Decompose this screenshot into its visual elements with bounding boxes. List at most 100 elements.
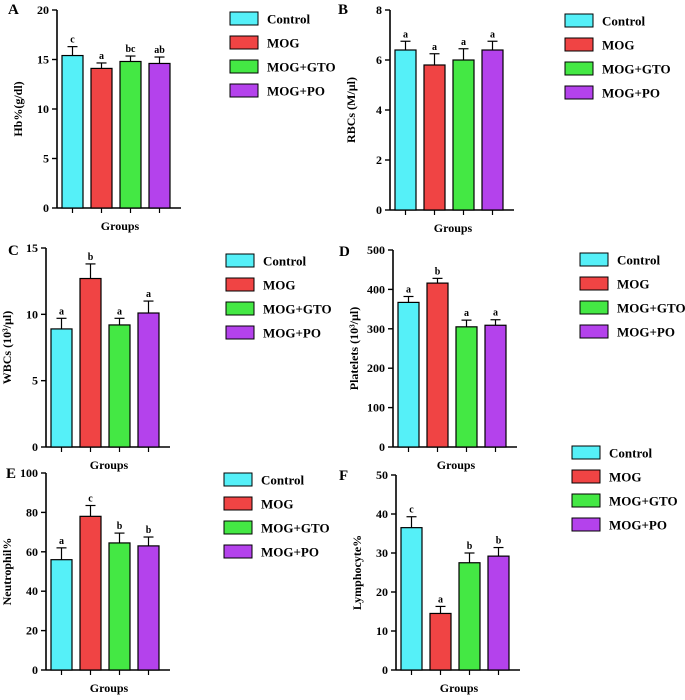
y-tick-label: 20 xyxy=(26,624,38,638)
y-tick-label: 40 xyxy=(26,584,38,598)
legend-label: MOG+PO xyxy=(609,518,667,533)
legend-swatch-mog xyxy=(225,277,255,292)
legend-swatch-mog-po xyxy=(579,324,609,339)
legend-label: MOG+GTO xyxy=(617,301,685,316)
legend-swatch-mog xyxy=(564,37,594,52)
legend-swatch-mog-gto xyxy=(225,301,255,316)
significance-letter: a xyxy=(59,536,64,547)
panel-letter-C: C xyxy=(8,243,19,259)
bar-B-mog xyxy=(423,64,446,211)
legend-label: Control xyxy=(267,12,310,27)
legend-swatch-mog-gto xyxy=(564,61,594,76)
y-tick-label: 500 xyxy=(367,243,385,257)
significance-letter: a xyxy=(432,42,437,53)
y-tick-label: 200 xyxy=(367,361,385,375)
legend-label: MOG+PO xyxy=(617,325,675,340)
y-tick-label: 0 xyxy=(32,440,38,454)
bar-E-mog-gto xyxy=(108,542,131,671)
bar-B-mog-gto xyxy=(452,59,475,211)
bar-D-mog xyxy=(426,282,449,448)
x-axis-label-B: Groups xyxy=(434,221,473,235)
legend-label: MOG+PO xyxy=(602,86,660,101)
significance-letter: a xyxy=(117,306,122,317)
bar-F-mog-po xyxy=(487,555,510,671)
legend-label: MOG+GTO xyxy=(263,302,332,317)
bar-E-control xyxy=(50,559,73,671)
legend-label: Control xyxy=(602,14,645,29)
significance-letter: a xyxy=(438,594,443,605)
y-tick-label: 15 xyxy=(26,241,38,255)
legend-label: MOG+PO xyxy=(267,84,325,99)
legend-swatch-mog-gto xyxy=(571,493,601,508)
legend-swatch-mog-po xyxy=(571,517,601,532)
legend-swatch-mog xyxy=(229,35,259,50)
significance-letter: b xyxy=(146,525,152,536)
significance-letter: b xyxy=(435,266,441,277)
legend-label: Control xyxy=(261,473,304,488)
legend-swatch-mog-po xyxy=(229,83,259,98)
bar-C-control xyxy=(50,328,73,448)
legend-swatch-control xyxy=(229,11,259,26)
legend-swatch-mog xyxy=(223,496,253,511)
y-tick-label: 4 xyxy=(376,103,382,117)
significance-letter: a xyxy=(464,308,469,319)
panel-letter-B: B xyxy=(338,2,348,18)
legend-label: MOG+GTO xyxy=(602,62,671,77)
significance-letter: c xyxy=(409,505,414,516)
significance-letter: b xyxy=(496,536,502,547)
bar-B-mog-po xyxy=(481,49,504,211)
x-axis-label-E: Groups xyxy=(90,681,129,695)
significance-letter: b xyxy=(117,521,123,532)
bar-E-mog-po xyxy=(137,545,160,671)
y-tick-label: 6 xyxy=(376,53,382,67)
y-tick-label: 0 xyxy=(32,663,38,677)
legend-swatch-mog-po xyxy=(223,544,253,559)
legend-swatch-mog-gto xyxy=(229,59,259,74)
y-axis-label-C: WBCs (10³/µl) xyxy=(0,311,14,385)
bar-B-control xyxy=(394,49,417,211)
legend-swatch-mog-gto xyxy=(223,520,253,535)
bar-A-mog-gto xyxy=(119,60,142,209)
bar-C-mog-gto xyxy=(108,324,131,448)
bar-A-mog xyxy=(90,67,113,209)
significance-letter: a xyxy=(99,51,104,62)
significance-letter: a xyxy=(406,284,411,295)
panel-letter-A: A xyxy=(8,2,19,18)
bar-D-mog-po xyxy=(484,324,507,448)
legend-label: MOG xyxy=(261,497,294,512)
legend-label: MOG xyxy=(267,36,300,51)
bar-A-control xyxy=(61,54,84,209)
y-axis-label-B: RBCs (M/µl) xyxy=(344,77,358,143)
bar-A-mog-po xyxy=(148,62,171,209)
panel-letter-F: F xyxy=(339,468,348,484)
significance-letter: a xyxy=(403,29,408,40)
y-tick-label: 0 xyxy=(379,440,385,454)
legend-label: MOG xyxy=(602,38,635,53)
y-tick-label: 60 xyxy=(26,545,38,559)
legend-swatch-mog-po xyxy=(564,85,594,100)
legend-swatch-control xyxy=(223,472,253,487)
y-tick-label: 300 xyxy=(367,322,385,336)
y-tick-label: 5 xyxy=(43,152,49,166)
bar-D-mog-gto xyxy=(455,326,478,448)
y-tick-label: 20 xyxy=(37,3,49,17)
legend-label: MOG+PO xyxy=(261,545,319,560)
bar-C-mog-po xyxy=(137,312,160,448)
bar-F-control xyxy=(400,527,423,671)
legend-label: MOG+GTO xyxy=(261,521,330,536)
legend-swatch-mog-po xyxy=(225,325,255,340)
legend-swatch-control xyxy=(571,445,601,460)
y-tick-label: 0 xyxy=(382,663,388,677)
y-tick-label: 10 xyxy=(376,624,388,638)
bar-F-mog xyxy=(429,612,452,671)
y-axis-label-D: Platelets (10³/µl) xyxy=(347,307,361,390)
y-tick-label: 100 xyxy=(20,466,38,480)
legend-label: MOG xyxy=(263,278,296,293)
legend-label: MOG+GTO xyxy=(267,60,336,75)
y-axis-label-A: Hb%(g/dl) xyxy=(11,81,25,136)
panel-letter-D: D xyxy=(339,244,350,260)
y-tick-label: 10 xyxy=(37,102,49,116)
significance-letter: bc xyxy=(126,44,137,55)
y-axis-label-E: Neutrophil% xyxy=(0,538,14,606)
